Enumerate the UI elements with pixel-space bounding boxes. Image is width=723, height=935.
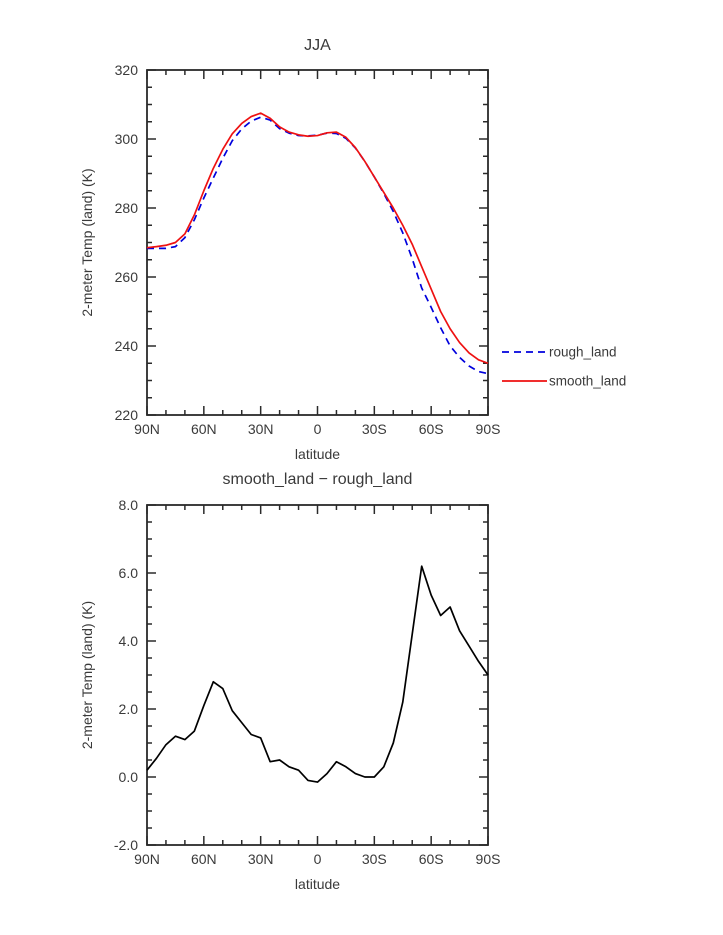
chart-title: smooth_land − rough_land — [223, 471, 413, 488]
y-tick-label: 240 — [115, 338, 139, 354]
legend-label: rough_land — [549, 345, 617, 360]
y-axis-label: 2-meter Temp (land) (K) — [79, 601, 95, 749]
series-line-rough_land — [147, 116, 489, 375]
series-line-smooth_land — [146, 112, 489, 365]
chart-title: JJA — [304, 37, 331, 54]
legend-label: smooth_land — [549, 374, 626, 389]
y-axis-label: 2-meter Temp (land) (K) — [79, 168, 95, 316]
x-axis-label: latitude — [295, 446, 340, 462]
y-tick-label: -2.0 — [114, 837, 138, 853]
x-tick-label: 30N — [248, 421, 274, 437]
y-tick-label: 0.0 — [119, 769, 139, 785]
top-chart: 90N 60N 30N 0 30S 60S 90S 220 240 260 280 300 320 JJA… — [79, 37, 626, 462]
x-tick-label: 60S — [419, 851, 444, 867]
x-tick-label: 0 — [314, 851, 322, 867]
x-tick-label: 60S — [419, 421, 444, 437]
y-tick-label: 320 — [115, 62, 139, 78]
x-tick-label: 90N — [134, 851, 160, 867]
x-axis-label: latitude — [295, 876, 340, 892]
x-tick-label: 90S — [476, 851, 501, 867]
x-tick-label: 0 — [314, 421, 322, 437]
bottom-chart: 90N 60N 30N 0 30S 60S 90S -2.0 0.0 2.0 4.0 6.0 8.0 sm… — [79, 471, 500, 892]
y-tick-label: 4.0 — [119, 633, 139, 649]
x-tick-label: 60N — [191, 851, 217, 867]
plot-box — [146, 69, 489, 416]
y-tick-label: 220 — [115, 407, 139, 423]
x-tick-label: 90S — [476, 421, 501, 437]
y-tick-label: 2.0 — [119, 701, 139, 717]
y-tick-label: 260 — [115, 269, 139, 285]
x-tick-label: 90N — [134, 421, 160, 437]
y-tick-label: 280 — [115, 200, 139, 216]
y-tick-label: 300 — [115, 131, 139, 147]
y-tick-label: 8.0 — [119, 497, 139, 513]
x-tick-label: 60N — [191, 421, 217, 437]
x-tick-label: 30S — [362, 851, 387, 867]
series-line-smooth_land-rough_land — [146, 565, 489, 783]
y-tick-label: 6.0 — [119, 565, 139, 581]
x-tick-label: 30S — [362, 421, 387, 437]
legend: rough_land smooth_land — [502, 345, 626, 389]
plot-box — [146, 504, 489, 846]
x-tick-label: 30N — [248, 851, 274, 867]
